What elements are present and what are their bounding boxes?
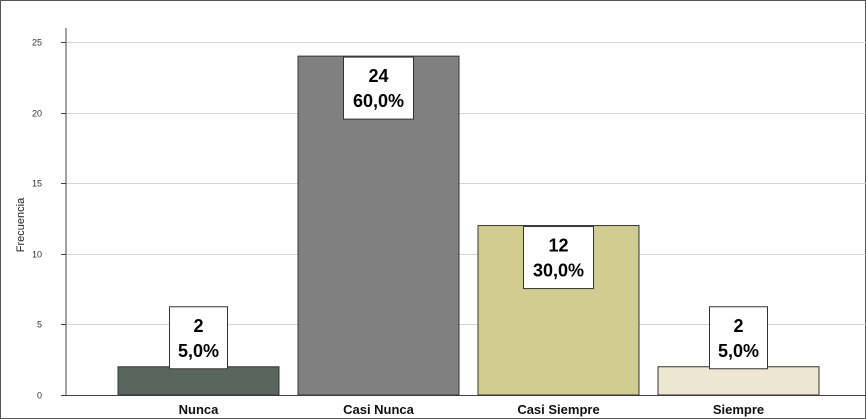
x-category-label: Siempre	[713, 402, 764, 417]
x-category-label: Casi Nunca	[343, 402, 415, 417]
y-tick-label: 25	[32, 38, 42, 48]
y-tick-label: 20	[32, 109, 42, 119]
y-tick-label: 0	[37, 391, 42, 401]
data-label-box	[709, 306, 768, 370]
data-label-percent: 30,0%	[533, 261, 584, 281]
y-tick-label: 5	[37, 320, 42, 330]
data-label-count: 2	[733, 316, 743, 336]
x-category-label: Nunca	[179, 402, 220, 417]
data-labels: 2 5,0% 24 60,0% 12 30,0% 2 5,0%	[169, 56, 768, 370]
y-tick-label: 15	[32, 179, 42, 189]
y-axis-ticks: 0 5 10 15 20 25	[32, 38, 66, 401]
data-label-count: 24	[368, 66, 388, 86]
data-label-percent: 5,0%	[718, 341, 759, 361]
x-axis-categories: Nunca Casi Nunca Casi Siempre Siempre	[179, 402, 765, 417]
data-label-box	[343, 56, 414, 120]
y-axis-label: Frecuencia	[15, 197, 27, 252]
y-tick-label: 10	[32, 250, 42, 260]
data-label-percent: 60,0%	[353, 91, 404, 111]
data-label-box	[169, 306, 228, 370]
x-category-label: Casi Siempre	[517, 402, 599, 417]
data-label-box	[523, 226, 594, 290]
data-label-percent: 5,0%	[178, 341, 219, 361]
data-label-count: 12	[548, 236, 568, 256]
data-label-count: 2	[193, 316, 203, 336]
bar-nunca	[117, 366, 280, 396]
bar-siempre	[657, 366, 820, 396]
